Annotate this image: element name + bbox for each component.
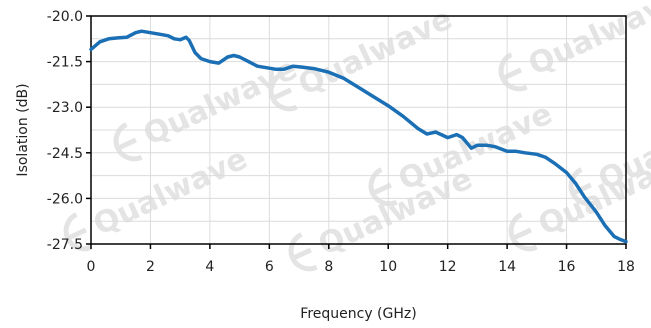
watermark-logo-bar — [573, 182, 592, 195]
y-tick-label: -24.5 — [47, 146, 83, 162]
plot-frame — [90, 15, 627, 245]
watermark-text: Qualwave — [88, 141, 253, 243]
x-tick-label: 16 — [558, 259, 576, 275]
watermark: Qualwave — [63, 141, 253, 252]
watermark-logo-icon — [508, 212, 538, 252]
x-tick-label: 12 — [439, 259, 457, 275]
y-axis-label: Isolation (dB) — [15, 83, 31, 176]
watermark-logo-icon — [268, 72, 298, 112]
isolation-series-line — [89, 29, 628, 244]
x-tick-label: 0 — [87, 259, 96, 275]
watermark-logo-bar — [68, 227, 87, 240]
series-layer — [89, 29, 628, 244]
watermark-logo-bar — [513, 227, 532, 240]
watermark-logo-icon — [63, 212, 93, 252]
watermark-logo-icon — [113, 122, 143, 162]
x-tick-label: 18 — [617, 259, 635, 275]
watermark-logo-icon — [498, 52, 528, 92]
watermark-logo-icon — [288, 232, 318, 272]
watermark: Qualwave — [268, 1, 458, 112]
watermark-text: Qualwave — [523, 0, 651, 83]
x-tick-label: 14 — [498, 259, 516, 275]
watermark-text: Qualwave — [313, 161, 478, 263]
y-tick-label: -21.5 — [47, 55, 83, 71]
watermark-logo-bar — [118, 137, 137, 150]
x-tick-label: 10 — [379, 259, 397, 275]
x-tick-label: 2 — [146, 259, 155, 275]
x-tick-label: 6 — [265, 259, 274, 275]
x-tick-label: 8 — [324, 259, 333, 275]
watermark: Qualwave — [498, 0, 651, 92]
x-axis-label: Frequency (GHz) — [300, 306, 416, 322]
watermark-logo-bar — [273, 87, 292, 100]
y-tick-label: -20.0 — [47, 9, 83, 25]
tick-labels: 0 2 4 6 8 10 12 14 16 18 -20.0 -21.5 -23.0 -24.5 -26.0… — [47, 9, 635, 275]
y-tick-label: -27.5 — [47, 237, 83, 253]
x-tick-label: 4 — [205, 259, 214, 275]
watermark-logo-bar — [293, 247, 312, 260]
y-tick-label: -26.0 — [47, 191, 83, 207]
watermark-logo-icon — [368, 167, 398, 207]
y-tick-label: -23.0 — [47, 100, 83, 116]
axes — [86, 15, 627, 249]
